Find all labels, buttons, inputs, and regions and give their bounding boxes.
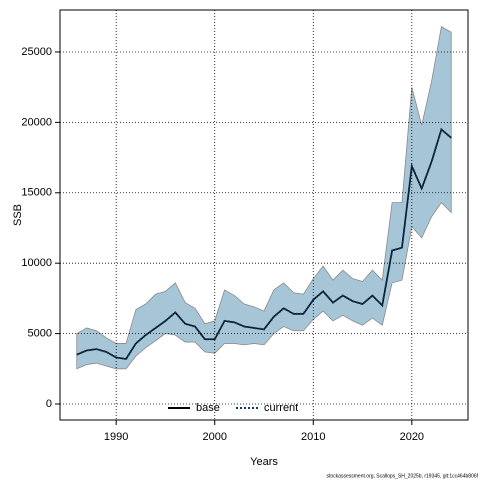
y-axis-label: SSB [12, 204, 24, 226]
x-tick-label: 2020 [400, 431, 424, 443]
y-tick-label: 25000 [21, 46, 52, 58]
x-tick-label: 1990 [104, 431, 128, 443]
series-line [76, 127, 452, 361]
y-tick-label: 20000 [21, 116, 52, 128]
legend-label: base [196, 402, 220, 414]
footer: stockassessment.org, Scallops_SH_2025b, … [327, 473, 479, 479]
legend-label: current [264, 402, 298, 414]
x-tick-label: 2010 [301, 431, 325, 443]
y-tick-label: 10000 [21, 257, 52, 269]
plot-frame [59, 9, 469, 421]
y-tick-label: 15000 [21, 187, 52, 199]
y-tick-label: 5000 [28, 328, 52, 340]
confidence-band [76, 25, 452, 370]
x-tick-label: 2000 [202, 431, 226, 443]
x-axis-label: Years [250, 456, 278, 468]
y-tick-label: 0 [46, 398, 52, 410]
